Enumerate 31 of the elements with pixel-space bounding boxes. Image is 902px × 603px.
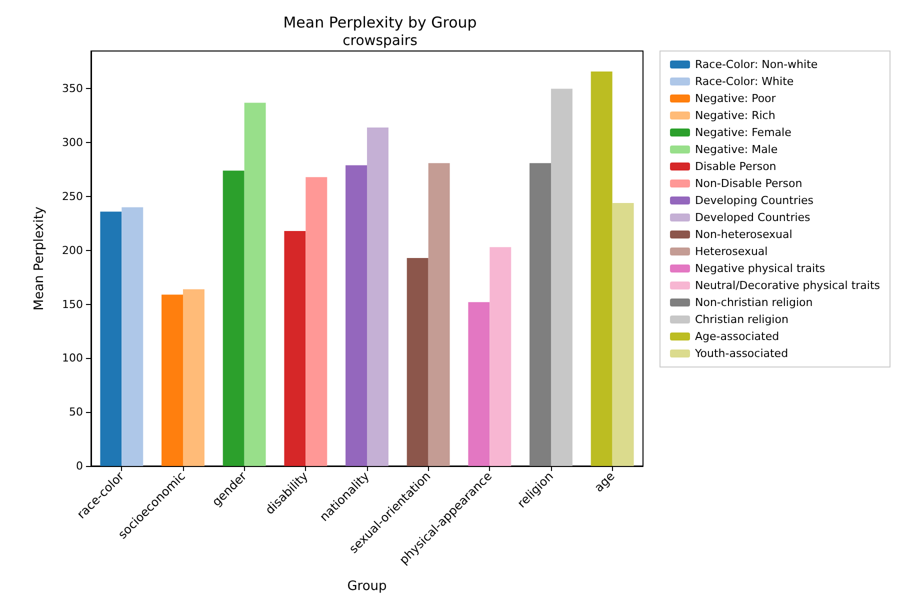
legend-label: Negative: Male: [695, 143, 778, 156]
legend-label: Neutral/Decorative physical traits: [695, 279, 880, 292]
y-tick-label: 50: [69, 406, 83, 419]
legend-label: Non-christian religion: [695, 296, 813, 309]
x-axis-title: Group: [347, 579, 387, 594]
legend-label: Negative physical traits: [695, 262, 826, 275]
y-tick-label: 250: [62, 190, 83, 204]
y-tick-label: 300: [62, 136, 83, 150]
legend-label: Disable Person: [695, 160, 776, 173]
legend-label: Negative: Female: [695, 126, 792, 139]
y-axis-title: Mean Perplexity: [32, 206, 47, 310]
legend-label: Negative: Rich: [695, 109, 776, 122]
y-tick-label: 150: [62, 298, 83, 311]
legend-label: Age-associated: [695, 330, 780, 343]
legend-label: Negative: Poor: [695, 92, 776, 105]
y-tick-label: 350: [62, 82, 83, 96]
legend-label: Race-Color: Non-white: [695, 58, 818, 71]
legend-label: Non-heterosexual: [695, 228, 792, 241]
chart-subtitle: crowspairs: [342, 33, 418, 49]
y-tick-label: 0: [76, 460, 83, 472]
y-tick-label: 200: [62, 244, 83, 257]
legend-label: Heterosexual: [695, 245, 768, 258]
legend-label: Non-Disable Person: [695, 177, 802, 190]
legend-label: Christian religion: [695, 313, 788, 326]
chart-title: Mean Perplexity by Group: [283, 14, 477, 32]
y-tick-label: 100: [62, 352, 83, 365]
legend-label: Race-Color: White: [695, 75, 794, 88]
legend-label: Youth-associated: [694, 347, 788, 360]
legend-label: Developed Countries: [695, 211, 811, 224]
x-tick-label: age: [592, 469, 618, 495]
legend-label: Developing Countries: [695, 194, 814, 207]
